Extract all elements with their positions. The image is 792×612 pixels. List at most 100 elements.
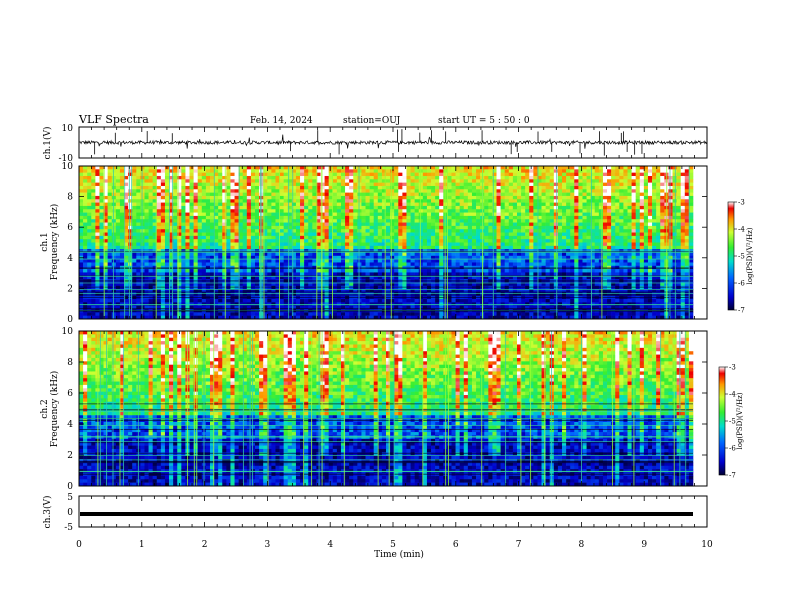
spec-cell — [87, 172, 92, 177]
spec-cell — [250, 169, 256, 173]
spec-cell — [91, 209, 96, 213]
spec-cell — [79, 182, 84, 187]
spec-cell — [144, 175, 149, 180]
spec-cell — [160, 242, 166, 247]
spec-cell — [115, 285, 121, 290]
spec-cell — [181, 289, 186, 293]
spec-cell — [197, 302, 203, 306]
spec-cell — [107, 255, 113, 260]
spec-cell — [426, 212, 432, 217]
spec-cell — [148, 232, 153, 237]
spec-cell — [467, 282, 473, 287]
spec-cell — [394, 169, 399, 173]
spec-cell — [484, 282, 489, 287]
spec-cell — [414, 169, 420, 173]
spec-cell — [99, 199, 104, 203]
spec-cell — [492, 209, 497, 213]
spec-cell — [500, 255, 505, 260]
spec-cell — [283, 212, 289, 217]
spec-cell — [459, 315, 465, 320]
spec-cell — [365, 172, 370, 177]
spec-cell — [201, 232, 207, 237]
spec-cell — [156, 179, 162, 183]
spec-cell — [148, 282, 153, 287]
spec-cell — [471, 239, 477, 243]
spec-cell — [295, 202, 301, 207]
spec-cell — [308, 299, 313, 303]
spec-cell — [349, 219, 354, 223]
spec-cell — [267, 219, 272, 223]
spec-cell — [422, 172, 428, 177]
spec-cell — [320, 229, 325, 233]
spec-cell — [148, 202, 153, 207]
spec-cell — [181, 192, 186, 197]
spec-cell — [291, 235, 297, 240]
spec-cell — [177, 215, 182, 220]
spec-cell — [398, 252, 403, 257]
spec-cell — [79, 302, 84, 306]
spec-cell — [431, 272, 436, 277]
spec-cell — [308, 272, 313, 277]
spec-cell — [91, 305, 96, 310]
spec-cell — [373, 232, 379, 237]
spec-cell — [394, 185, 399, 190]
spec-cell — [250, 245, 256, 250]
spec-cell — [320, 205, 325, 210]
spec-cell — [222, 185, 227, 190]
spec-cell — [234, 289, 239, 293]
spec-cell — [226, 242, 231, 247]
spec-cell — [340, 222, 346, 227]
spec-cell — [345, 172, 350, 177]
spec-cell — [336, 242, 342, 247]
spec-cell — [197, 269, 203, 273]
spec-cell — [128, 305, 133, 310]
spec-cell — [275, 272, 280, 277]
spec-cell — [259, 269, 264, 273]
spec-cell — [488, 169, 493, 173]
spec-cell — [353, 299, 358, 303]
spec-cell — [197, 315, 203, 320]
spec-cell — [488, 166, 493, 170]
date-label: Feb. 14, 2024 — [250, 116, 313, 126]
spec-cell — [160, 292, 166, 297]
spec-cell — [300, 212, 305, 217]
spec-cell — [320, 305, 325, 310]
spec-cell — [91, 172, 96, 177]
spec-cell — [209, 215, 215, 220]
spec-cell — [177, 282, 182, 287]
spec-cell — [463, 272, 469, 277]
spec-cell — [357, 189, 362, 193]
spec-cell — [328, 259, 334, 263]
spec-cell — [95, 209, 100, 213]
spec-cell — [488, 232, 493, 237]
spec-cell — [259, 225, 264, 230]
spec-cell — [279, 169, 284, 173]
spec-cell — [439, 232, 444, 237]
spec-cell — [459, 205, 465, 210]
spec-cell — [209, 189, 215, 193]
spec-cell — [197, 229, 203, 233]
spec-cell — [173, 265, 178, 270]
spec-cell — [467, 229, 473, 233]
spec-cell — [209, 312, 215, 316]
spec-cell — [361, 245, 366, 250]
spec-cell — [193, 229, 198, 233]
spec-cell — [119, 175, 125, 180]
spec-cell — [234, 225, 239, 230]
spec-cell — [304, 259, 309, 263]
spec-cell — [193, 272, 198, 277]
spec-cell — [345, 199, 350, 203]
spec-cell — [476, 245, 481, 250]
spec-cell — [373, 175, 379, 180]
spec-cell — [177, 262, 182, 267]
spec-cell — [471, 252, 477, 257]
spec-cell — [418, 312, 424, 316]
spec-cell — [500, 175, 505, 180]
spec-cell — [398, 169, 403, 173]
spec-cell — [373, 225, 379, 230]
spec-cell — [218, 265, 223, 270]
spec-cell — [177, 239, 182, 243]
spec-cell — [422, 299, 428, 303]
spec-cell — [496, 215, 501, 220]
